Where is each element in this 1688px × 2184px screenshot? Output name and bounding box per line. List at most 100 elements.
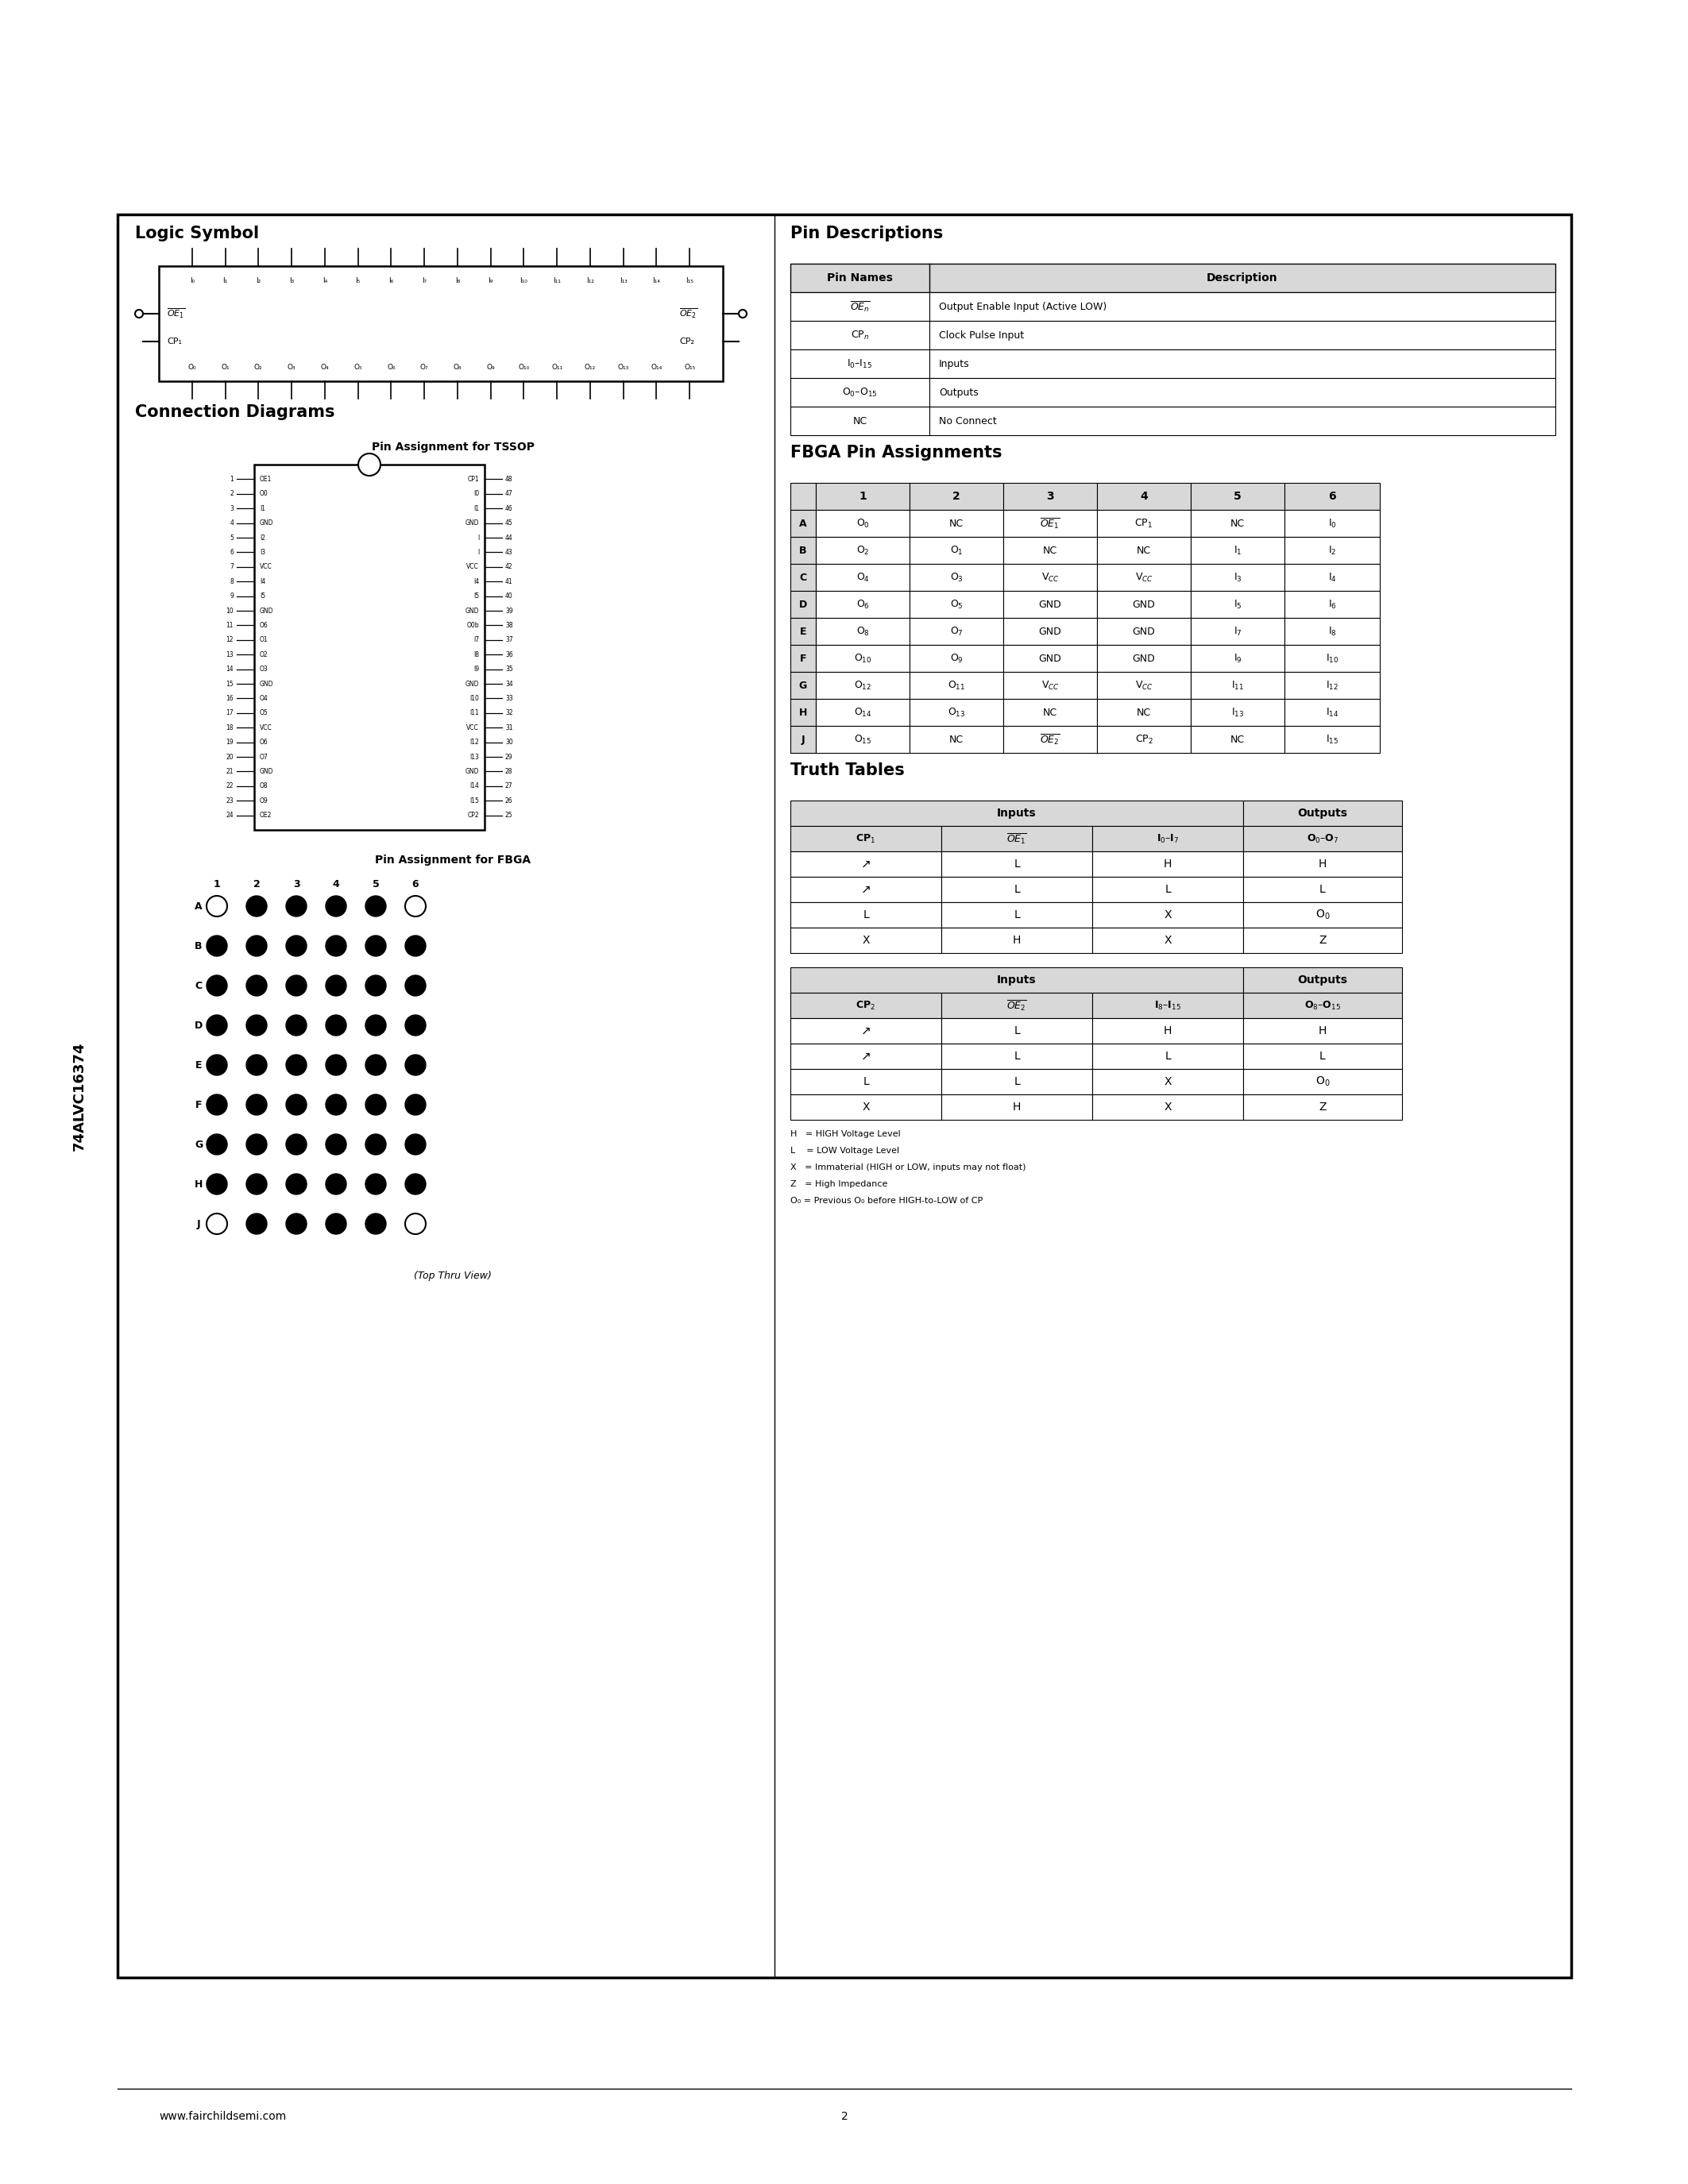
- Text: I$_6$: I$_6$: [1328, 598, 1337, 609]
- Bar: [815, 644, 910, 673]
- Text: I₁₅: I₁₅: [685, 277, 694, 284]
- Text: D: D: [194, 1020, 203, 1031]
- Text: O₂: O₂: [255, 363, 263, 371]
- Circle shape: [739, 310, 746, 317]
- Text: H: H: [1013, 1101, 1021, 1112]
- Text: L: L: [1014, 858, 1020, 869]
- Bar: [1242, 826, 1403, 852]
- Text: 35: 35: [505, 666, 513, 673]
- Circle shape: [405, 1173, 425, 1195]
- Text: I₄: I₄: [322, 277, 327, 284]
- Text: Output Enable Input (Active LOW): Output Enable Input (Active LOW): [939, 301, 1107, 312]
- Text: 42: 42: [505, 563, 513, 570]
- Bar: [1092, 1018, 1242, 1044]
- Bar: [815, 673, 910, 699]
- Bar: [790, 902, 942, 928]
- Bar: [1092, 826, 1242, 852]
- Text: (Top Thru View): (Top Thru View): [414, 1271, 491, 1280]
- Text: GND: GND: [466, 679, 479, 688]
- Text: I₁₃: I₁₃: [619, 277, 628, 284]
- Circle shape: [206, 1133, 228, 1155]
- Bar: [1190, 592, 1285, 618]
- Circle shape: [326, 1133, 346, 1155]
- Text: O8: O8: [260, 782, 268, 791]
- Text: GND: GND: [260, 520, 273, 526]
- Text: L    = LOW Voltage Level: L = LOW Voltage Level: [790, 1147, 900, 1155]
- Text: O$_{13}$: O$_{13}$: [947, 705, 966, 719]
- Text: A: A: [194, 902, 203, 911]
- Text: 22: 22: [226, 782, 233, 791]
- Text: L: L: [1165, 1051, 1171, 1061]
- Text: G: G: [194, 1140, 203, 1149]
- Circle shape: [246, 895, 267, 917]
- Text: ↗: ↗: [861, 1024, 871, 1037]
- Circle shape: [285, 1016, 307, 1035]
- Bar: [1097, 592, 1190, 618]
- Bar: [942, 902, 1092, 928]
- Text: I₁₄: I₁₄: [653, 277, 660, 284]
- Text: 21: 21: [226, 769, 233, 775]
- Bar: [1190, 563, 1285, 592]
- Circle shape: [326, 935, 346, 957]
- Text: L: L: [1320, 1051, 1325, 1061]
- Text: I$_0$: I$_0$: [1328, 518, 1337, 529]
- Text: 43: 43: [505, 548, 513, 557]
- Text: NC: NC: [949, 518, 964, 529]
- Text: I$_4$: I$_4$: [1328, 572, 1337, 583]
- Bar: [1003, 483, 1097, 509]
- Text: Inputs: Inputs: [998, 808, 1036, 819]
- Bar: [815, 537, 910, 563]
- Text: 38: 38: [505, 622, 513, 629]
- Bar: [1285, 725, 1379, 753]
- Text: 1: 1: [859, 491, 866, 502]
- Bar: [790, 928, 942, 952]
- Text: No Connect: No Connect: [939, 415, 996, 426]
- Bar: [815, 592, 910, 618]
- Text: VCC: VCC: [260, 563, 272, 570]
- Text: O$_3$: O$_3$: [950, 572, 964, 583]
- Text: B: B: [194, 941, 203, 950]
- Text: NC: NC: [1231, 734, 1244, 745]
- Text: 3: 3: [1047, 491, 1053, 502]
- Circle shape: [405, 935, 425, 957]
- Bar: [790, 644, 815, 673]
- Text: Outputs: Outputs: [939, 387, 979, 397]
- Bar: [1242, 1094, 1403, 1120]
- Bar: [1097, 509, 1190, 537]
- Text: 34: 34: [505, 679, 513, 688]
- Text: 19: 19: [226, 738, 233, 745]
- Text: I4: I4: [473, 579, 479, 585]
- Text: Z: Z: [1318, 935, 1327, 946]
- Bar: [910, 563, 1003, 592]
- Text: I$_9$: I$_9$: [1234, 653, 1242, 664]
- Text: I$_8$: I$_8$: [1328, 625, 1337, 638]
- Text: 16: 16: [226, 695, 233, 701]
- Bar: [1092, 1094, 1242, 1120]
- Text: CP$_n$: CP$_n$: [851, 330, 869, 341]
- Text: 2: 2: [230, 489, 233, 498]
- Text: $\overline{OE_2}$: $\overline{OE_2}$: [679, 308, 697, 321]
- Text: I$_0$–I$_{15}$: I$_0$–I$_{15}$: [847, 358, 873, 369]
- Text: VCC: VCC: [466, 725, 479, 732]
- Bar: [1242, 802, 1403, 826]
- Bar: [1285, 673, 1379, 699]
- Text: O$_{11}$: O$_{11}$: [947, 679, 966, 692]
- Bar: [1285, 699, 1379, 725]
- Text: H   = HIGH Voltage Level: H = HIGH Voltage Level: [790, 1129, 901, 1138]
- Text: O$_7$: O$_7$: [950, 625, 964, 638]
- Circle shape: [326, 1214, 346, 1234]
- Text: I7: I7: [473, 636, 479, 644]
- Text: CP$_2$: CP$_2$: [1134, 734, 1153, 745]
- Text: O₆: O₆: [387, 363, 395, 371]
- Bar: [1242, 928, 1403, 952]
- Text: O₄: O₄: [321, 363, 329, 371]
- Text: 10: 10: [226, 607, 233, 614]
- Circle shape: [326, 1094, 346, 1116]
- Text: $\overline{OE_n}$: $\overline{OE_n}$: [849, 299, 869, 314]
- Text: O0: O0: [260, 489, 268, 498]
- Circle shape: [285, 895, 307, 917]
- Text: L: L: [1014, 1077, 1020, 1088]
- Bar: [790, 852, 942, 876]
- Text: I₅: I₅: [356, 277, 361, 284]
- Text: I₈: I₈: [456, 277, 459, 284]
